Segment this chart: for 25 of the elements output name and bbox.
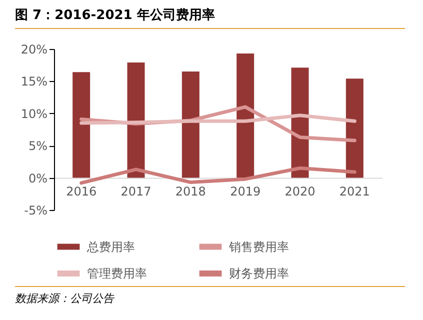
chart-title: 图 7：2016-2021 年公司费用率 bbox=[15, 6, 405, 29]
y-tick-label: 10% bbox=[20, 106, 48, 121]
x-tick-label: 2016 bbox=[66, 184, 97, 198]
x-tick-label: 2019 bbox=[230, 184, 261, 198]
y-tick-label: 0% bbox=[28, 171, 48, 186]
x-tick-label: 2018 bbox=[175, 184, 206, 198]
bar bbox=[236, 54, 254, 178]
y-tick-label: -5% bbox=[24, 204, 48, 218]
line-series bbox=[80, 114, 356, 125]
x-tick-label: 2021 bbox=[339, 184, 370, 198]
bar bbox=[182, 72, 200, 178]
x-tick-label: 2020 bbox=[284, 184, 316, 198]
source-note: 数据来源：公司公告 bbox=[15, 286, 405, 306]
legend-label: 销售费用率 bbox=[228, 240, 289, 254]
bar bbox=[72, 72, 90, 178]
y-tick-label: 5% bbox=[28, 139, 48, 154]
legend-label: 财务费用率 bbox=[229, 266, 289, 280]
y-tick-label: 20% bbox=[20, 42, 48, 56]
line-series bbox=[80, 166, 356, 185]
legend-label: 管理费用率 bbox=[87, 266, 147, 280]
bar bbox=[127, 62, 145, 178]
legend-label: 总费用率 bbox=[86, 240, 135, 254]
bar bbox=[346, 78, 364, 178]
x-tick-label: 2017 bbox=[120, 184, 152, 198]
y-tick-label: 15% bbox=[20, 74, 48, 89]
